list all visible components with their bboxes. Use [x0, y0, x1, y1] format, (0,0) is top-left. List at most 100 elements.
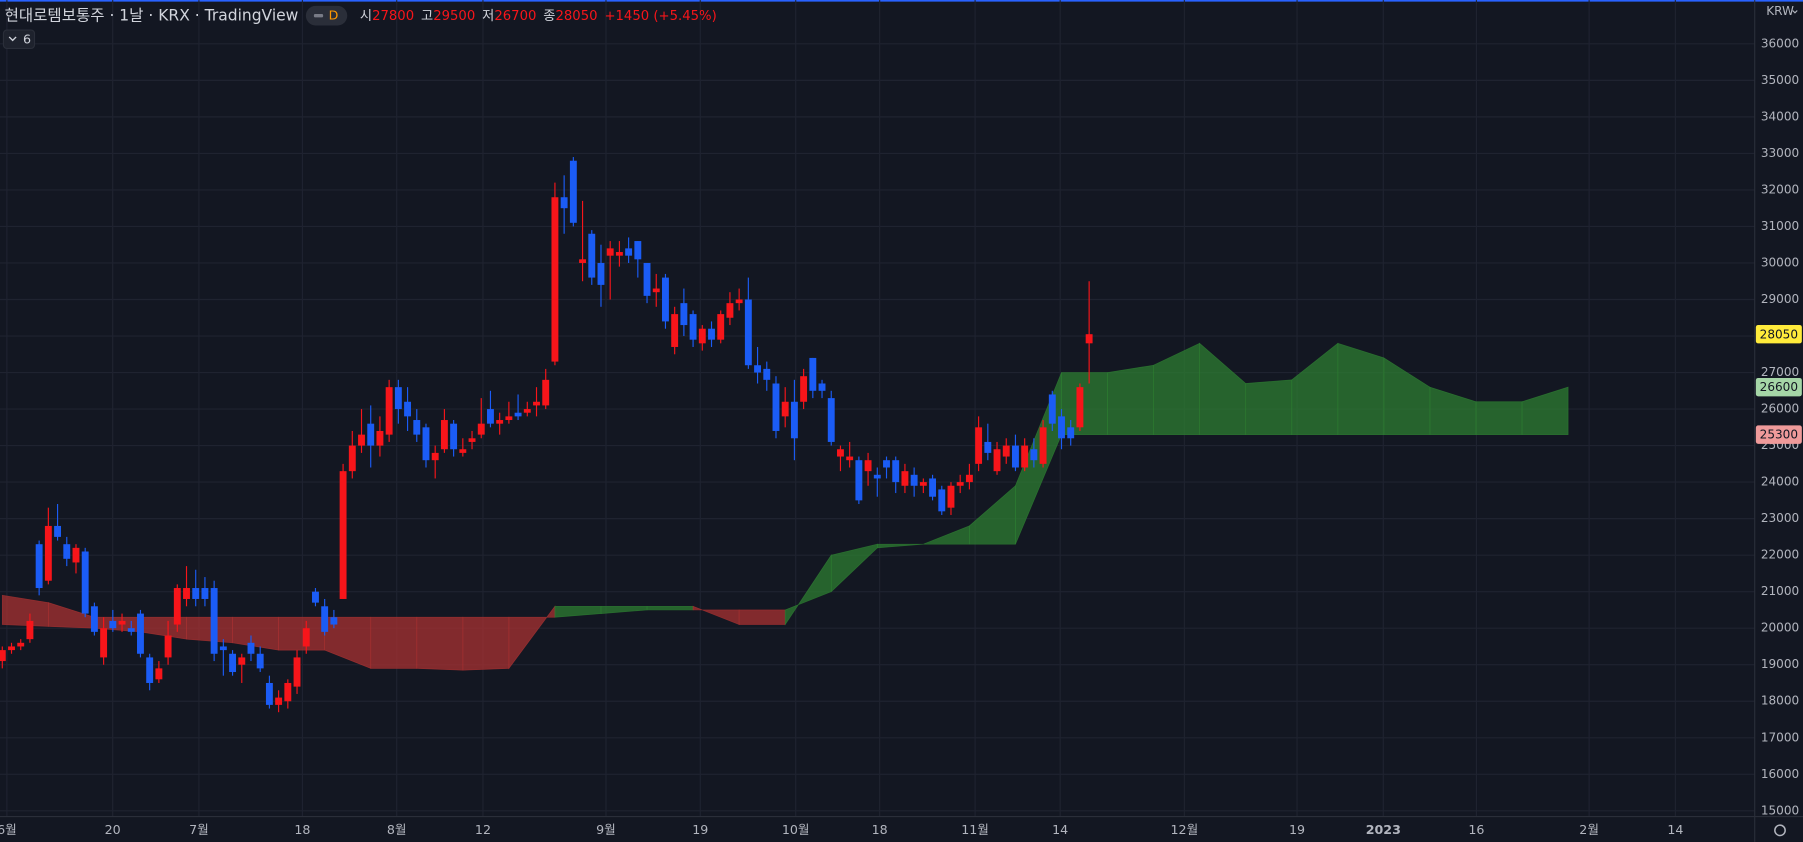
y-tick-label: 21000 — [1761, 584, 1799, 598]
ichimoku-cloud — [1, 342, 1569, 671]
candle-body — [689, 314, 697, 340]
candle-body — [929, 478, 937, 497]
candle-body — [919, 482, 927, 486]
interval-badge-bg[interactable] — [305, 5, 348, 26]
cloud-segment — [462, 616, 510, 671]
x-tick-label: 2023 — [1366, 822, 1401, 837]
candle-body — [339, 471, 347, 599]
candle-body — [265, 682, 273, 705]
x-tick-label: 2월 — [1579, 822, 1599, 837]
candles — [0, 157, 1093, 713]
cloud-segment — [370, 616, 418, 669]
settings-icon[interactable] — [1774, 824, 1786, 837]
candle-body — [1002, 445, 1010, 457]
interval-badge[interactable]: D — [329, 8, 339, 23]
x-tick-label: 12월 — [1171, 822, 1199, 837]
candle-body — [1021, 445, 1029, 468]
price-tag — [1755, 377, 1802, 397]
badge-icon — [313, 13, 324, 18]
candle-body — [183, 588, 190, 599]
y-tick-label: 29000 — [1761, 292, 1799, 306]
low-label: 저 — [482, 8, 494, 24]
candle-body — [376, 430, 384, 446]
indicator-count: 6 — [23, 31, 31, 46]
candle-body — [1058, 416, 1065, 439]
candle-body — [1085, 334, 1093, 344]
y-tick-label: 35000 — [1761, 73, 1799, 87]
candle-body — [772, 383, 780, 431]
x-tick-label: 8월 — [387, 822, 407, 837]
candle-body — [459, 449, 467, 453]
candle-body — [643, 262, 651, 296]
candle-body — [533, 401, 540, 406]
candle-body — [284, 682, 292, 702]
candle-body — [100, 628, 108, 658]
high-value: 29500 — [433, 9, 475, 24]
candle-body — [892, 460, 900, 483]
cloud-segment — [1107, 364, 1154, 435]
candle-body — [800, 376, 808, 402]
candle-body — [956, 482, 964, 486]
ohlc-legend: 시27800 고29500 저26700 종28050 +1450 (+5.45%) — [360, 8, 717, 24]
currency[interactable]: KRW — [1766, 4, 1794, 18]
indicator-toggle[interactable] — [2, 29, 36, 50]
candle-body — [137, 613, 144, 654]
cloud-segment — [1475, 401, 1523, 435]
candle-body — [1030, 449, 1038, 461]
y-tick-label: 15000 — [1761, 803, 1799, 817]
candle-body — [164, 635, 172, 658]
candle-body — [72, 547, 80, 563]
cloud-segment — [278, 616, 326, 651]
candle-body — [201, 588, 209, 599]
x-tick-label: 19 — [692, 822, 708, 837]
y-tick-label: 23000 — [1761, 511, 1799, 525]
candle-body — [367, 423, 375, 446]
candle-body — [385, 387, 393, 435]
cloud-segment — [1521, 386, 1569, 435]
candle-body — [873, 474, 881, 479]
candle-body — [35, 544, 43, 589]
y-tick-label: 32000 — [1761, 182, 1799, 196]
x-tick-label: 10월 — [782, 822, 810, 837]
y-tick-label: 30000 — [1761, 255, 1799, 269]
candle-body — [855, 460, 863, 501]
y-tick-label: 22000 — [1761, 548, 1799, 562]
x-tick-label: 12 — [475, 822, 491, 837]
candle-body — [394, 387, 402, 410]
y-tick-label: 24000 — [1761, 475, 1799, 489]
candle-body — [81, 551, 89, 614]
candle-body — [413, 420, 421, 435]
candle-body — [735, 299, 743, 304]
y-tick-label: 17000 — [1761, 730, 1799, 744]
candle-body — [275, 697, 283, 705]
candle-body — [496, 420, 504, 424]
cloud-segment — [1245, 379, 1293, 435]
candle-body — [348, 445, 356, 472]
y-tick-label: 27000 — [1761, 365, 1799, 379]
candle-body — [63, 544, 71, 559]
candle-body — [606, 248, 614, 256]
candle-body — [569, 160, 577, 223]
candle-body — [17, 642, 25, 647]
candle-body — [938, 489, 946, 512]
candle-body — [192, 588, 200, 599]
price-tag-label: 28050 — [1760, 327, 1798, 341]
candle-body — [256, 653, 264, 669]
x-tick-label: 18 — [294, 822, 310, 837]
chart-title: 현대로템보통주 · 1날 · KRX · TradingView — [5, 7, 299, 25]
candle-body — [219, 646, 227, 651]
candle-body — [717, 314, 725, 340]
candle-body — [652, 288, 660, 293]
cloud-segment — [186, 616, 233, 644]
candle-body — [514, 412, 522, 417]
candle-body — [90, 606, 98, 632]
high-label: 고 — [421, 9, 433, 24]
candle-body — [523, 409, 531, 413]
candle-body — [837, 449, 844, 457]
candle-body — [754, 365, 762, 373]
candle-body — [1048, 394, 1056, 424]
x-tick-label: 20 — [105, 822, 121, 837]
candle-body — [846, 456, 854, 461]
cloud-segment — [876, 543, 924, 549]
candle-body — [210, 588, 218, 654]
